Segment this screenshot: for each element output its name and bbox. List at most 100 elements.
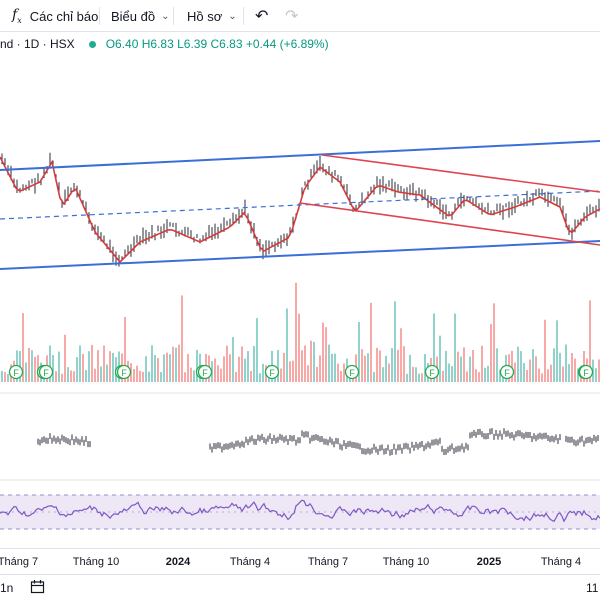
time-axis-label: Tháng 10 [382, 556, 430, 568]
volume-bar [568, 364, 570, 382]
profile-button[interactable]: Hồ sơ ⌄ [187, 0, 237, 32]
volume-bar [94, 368, 96, 382]
event-marker-icon [116, 364, 132, 380]
time-axis-label: Tháng 7 [307, 556, 349, 568]
volume-bar [277, 350, 279, 382]
undo-icon[interactable]: ↶ [255, 8, 269, 25]
volume-bar [145, 356, 147, 382]
event-marker-label: F [13, 368, 19, 378]
volume-bar [454, 313, 456, 382]
chevron-down-icon: ⌄ [161, 10, 170, 22]
volume-bar [391, 348, 393, 382]
volume-bar [382, 367, 384, 382]
volume-bar [493, 303, 495, 382]
volume-bar [28, 347, 30, 382]
chevron-down-icon: ⌄ [228, 10, 237, 22]
volume-bar [451, 366, 453, 382]
volume-bar [88, 351, 90, 382]
volume-bar [124, 316, 126, 382]
volume-bar [511, 350, 513, 382]
volume-bar [106, 364, 108, 382]
volume-bar [418, 373, 420, 382]
volume-bar [370, 302, 372, 382]
volume-bar [589, 300, 591, 382]
event-marker-label: F [504, 368, 510, 378]
volume-bar [424, 353, 426, 382]
volume-bar [97, 350, 99, 382]
volume-bar [337, 363, 339, 382]
toolbar-divider [99, 7, 100, 25]
volume-bar [595, 368, 597, 382]
event-marker-label: F [269, 368, 275, 378]
volume-bar [82, 354, 84, 382]
volume-bar [361, 349, 363, 382]
volume-bar [445, 350, 447, 382]
volume-bar [373, 371, 375, 382]
volume-bar [448, 363, 450, 382]
market-status-icon [88, 40, 96, 48]
volume-bar [310, 340, 312, 382]
volume-bar [157, 358, 159, 382]
time-axis-label: 2024 [165, 556, 191, 568]
volume-bar [301, 350, 303, 382]
event-marker-icon [38, 364, 54, 380]
indicators-button[interactable]: fx Các chỉ báo [12, 0, 98, 32]
moving-average-line [0, 156, 600, 264]
volume-bar [289, 361, 291, 382]
chart-templates-button[interactable]: Biểu đồ ⌄ [111, 0, 169, 32]
volume-bar [397, 349, 399, 382]
volume-bar [169, 354, 171, 382]
event-marker-label: F [121, 368, 127, 378]
volume-bar [61, 373, 63, 382]
redo-icon[interactable]: ↷ [285, 8, 299, 25]
volume-bar [499, 369, 501, 382]
volume-bar [1, 370, 3, 382]
volume-bar [151, 345, 153, 382]
volume-bar [547, 369, 549, 382]
volume-bar [34, 356, 36, 382]
event-marker-icon [424, 364, 440, 380]
volume-bar [433, 313, 435, 382]
range-button[interactable]: 1n [0, 581, 14, 595]
volume-bar [535, 356, 537, 382]
volume-bar [394, 301, 396, 382]
volume-bar [250, 371, 252, 382]
volume-bar [385, 355, 387, 382]
volume-bar [25, 362, 27, 382]
volume-bar [154, 355, 156, 382]
event-marker-icon [197, 364, 213, 380]
volume-bar [160, 372, 162, 382]
time-axis[interactable]: Tháng 7 Tháng 10 2024 Tháng 4 Tháng 7 Th… [0, 548, 600, 575]
volume-bar [496, 348, 498, 382]
chart-templates-label: Biểu đồ [111, 8, 156, 24]
volume-bar [538, 368, 540, 382]
time-axis-label: Tháng 10 [72, 556, 120, 568]
volume-bar [91, 344, 93, 382]
symbol-title[interactable]: nd · 1D · HSX [0, 37, 75, 51]
volume-bar [259, 373, 261, 382]
volume-bar [52, 354, 54, 382]
volume-bar [133, 369, 135, 382]
volume-bar [478, 372, 480, 382]
volume-bar [442, 370, 444, 382]
volume-bar [415, 367, 417, 382]
volume-bar [364, 355, 366, 382]
calendar-icon[interactable] [30, 579, 45, 597]
volume-bar [190, 367, 192, 382]
volume-bar [340, 370, 342, 382]
time-axis-label: 2025 [476, 556, 502, 568]
toolbar-divider [173, 7, 174, 25]
lower-indicator [37, 428, 599, 456]
indicators-label: Các chỉ báo [29, 8, 99, 24]
volume-bar [70, 370, 72, 382]
volume-bar [298, 313, 300, 382]
event-marker-label: F [583, 368, 589, 378]
volume-bar [304, 345, 306, 382]
volume-bar [112, 352, 114, 382]
volume-bar [220, 368, 222, 382]
volume-bar [331, 353, 333, 382]
volume-bar [58, 351, 60, 382]
chart-canvas[interactable]: FFFFFFFFFFFFF [0, 55, 600, 548]
event-marker-icon [264, 364, 280, 380]
volume-bar [577, 368, 579, 382]
